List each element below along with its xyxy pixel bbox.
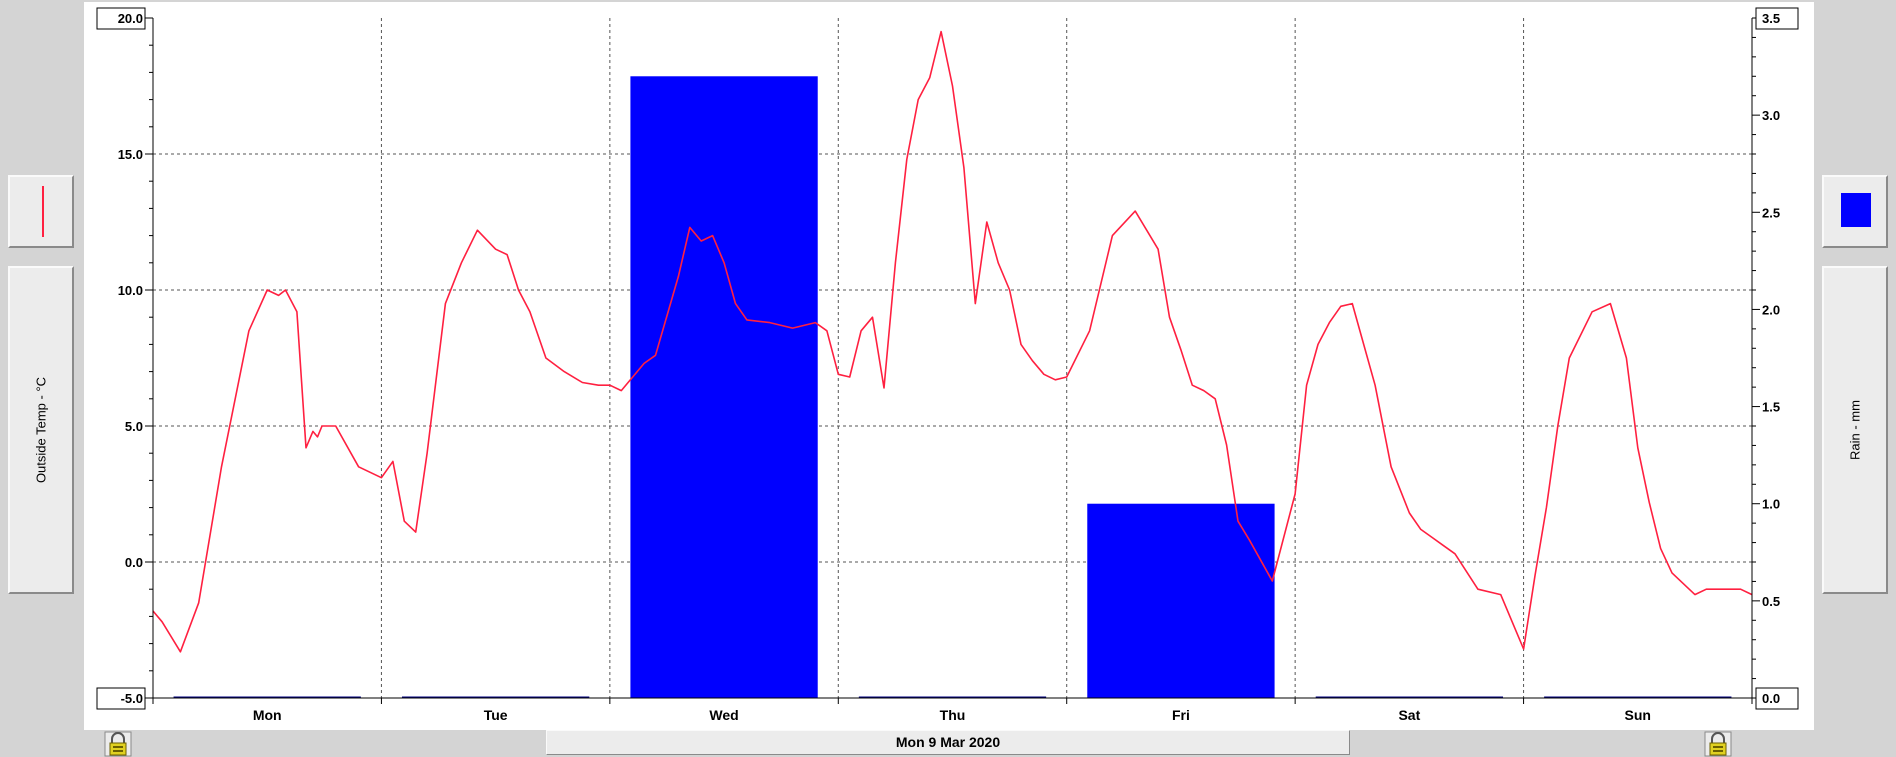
tick-labels: 20.0 15.0 10.0 5.0 0.0 -5.0 3.5 3.0 2.5 2.0 1.5 1.0… (96, 7, 1799, 723)
x-tick-label-sat: Sat (1398, 707, 1420, 723)
chart-panel (84, 2, 1814, 730)
date-selector-bar[interactable]: Mon 9 Mar 2020 (546, 730, 1350, 755)
left-tick-label: 5.0 (125, 419, 143, 434)
rain-legend-swatch-button[interactable] (1822, 175, 1888, 248)
right-tick-label: 2.5 (1762, 205, 1780, 220)
left-tick-label: 20.0 (118, 11, 143, 26)
temperature-line (152, 30, 1753, 653)
right-tick-label: 1.5 (1762, 400, 1780, 415)
x-tick-label-tue: Tue (484, 707, 508, 723)
x-tick-label-sun: Sun (1625, 707, 1651, 723)
right-tick-label: 2.0 (1762, 302, 1780, 317)
left-padlock-icon[interactable] (104, 731, 132, 757)
rain-bars (173, 76, 1732, 699)
right-tick-label: 3.0 (1762, 108, 1780, 123)
date-label: Mon 9 Mar 2020 (895, 734, 1001, 750)
rain-bar-fri (1087, 503, 1275, 698)
right-padlock-icon[interactable] (1704, 731, 1732, 757)
x-tick-label-wed: Wed (709, 707, 738, 723)
left-tick-label: 0.0 (125, 555, 143, 570)
left-tick-label: 10.0 (118, 283, 143, 298)
temperature-line-layer (152, 30, 1753, 653)
right-tick-label: 1.0 (1762, 497, 1780, 512)
rain-axis-label-button[interactable]: Rain - mm (1822, 266, 1888, 594)
blue-square-legend-icon (1841, 193, 1871, 227)
left-end-tick-box (96, 687, 146, 710)
right-end-tick-box (1755, 687, 1799, 710)
right-tick-label: 0.0 (1762, 691, 1780, 706)
left-end-tick-box (96, 7, 146, 30)
axes (145, 17, 1760, 704)
x-tick-label-mon: Mon (253, 707, 282, 723)
rain-bar-wed (630, 76, 818, 699)
temp-axis-label-button[interactable]: Outside Temp - °C (8, 266, 74, 594)
x-tick-label-thu: Thu (940, 707, 966, 723)
right-tick-label: 3.5 (1762, 11, 1780, 26)
grid-layer (153, 18, 1752, 698)
left-tick-label: -5.0 (121, 691, 143, 706)
x-tick-label-fri: Fri (1172, 707, 1190, 723)
temp-legend-swatch-button[interactable] (8, 175, 74, 248)
left-tick-label: 15.0 (118, 147, 143, 162)
right-tick-label: 0.5 (1762, 594, 1780, 609)
right-end-tick-box (1755, 7, 1799, 30)
red-line-legend-icon (42, 186, 44, 237)
